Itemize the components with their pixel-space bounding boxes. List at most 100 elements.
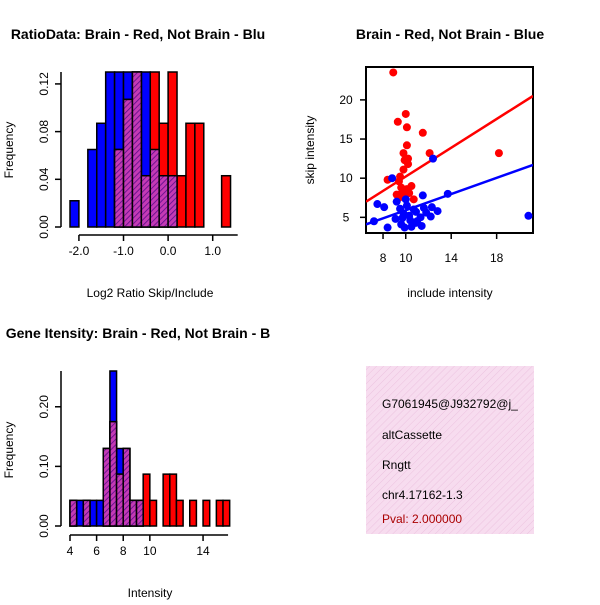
intensity-histogram-bar-brain — [142, 473, 151, 527]
scatter-point-brain — [404, 160, 413, 169]
scatter-point-brain — [399, 165, 408, 174]
intensity-histogram-bar-overlap — [102, 447, 111, 527]
scatter-x-tick-label: 8 — [380, 251, 387, 265]
ratio-histogram-bar-brain — [176, 174, 187, 228]
ratio-histogram-title: RatioData: Brain - Red, Not Brain - Blu — [11, 26, 265, 42]
scatter-axes: 8 10 14 18 5 10 15 20 — [339, 93, 503, 265]
intensity-histogram-x-tick-label: 14 — [196, 544, 210, 558]
info-gene-name: Rngtt — [382, 458, 411, 472]
intensity-histogram-bar-overlap — [69, 499, 78, 527]
info-panel: G7061945@J932792@j_ altCassette Rngtt ch… — [366, 366, 534, 534]
scatter-point-notbrain — [416, 213, 425, 222]
ratio-histogram-xlabel: Log2 Ratio Skip/Include — [87, 286, 214, 300]
intensity-histogram-axes: 4 6 8 10 14 0.00 0.10 0.20 — [37, 371, 229, 558]
ratio-histogram-x-tick-label: 0.0 — [160, 244, 177, 258]
scatter-frame — [365, 66, 534, 234]
intensity-histogram-x-tick-label: 4 — [67, 544, 74, 558]
scatter-points — [369, 68, 533, 232]
intensity-histogram-bar-notbrain — [75, 499, 85, 527]
scatter-point-notbrain — [426, 212, 435, 221]
scatter-point-notbrain — [429, 154, 438, 163]
intensity-histogram-y-tick-label: 0.00 — [37, 514, 51, 538]
ratio-histogram-ylabel: Frequency — [2, 122, 16, 179]
intensity-histogram-bar-brain — [215, 499, 224, 527]
ratio-histogram: RatioData: Brain - Red, Not Brain - Blu … — [2, 26, 265, 300]
scatter-point-brain — [402, 141, 411, 150]
intensity-histogram-ylabel: Frequency — [2, 422, 16, 479]
ratio-histogram-bar-overlap — [113, 148, 125, 228]
intensity-histogram-x-tick-label: 10 — [143, 544, 157, 558]
info-transcript-id: G7061945@J932792@j_ — [382, 397, 518, 411]
fit-line-brain — [366, 94, 533, 203]
ratio-histogram-y-tick-label: 0.08 — [37, 120, 51, 144]
ratio-histogram-bar-notbrain — [96, 122, 107, 228]
scatter-point-notbrain — [391, 214, 400, 223]
scatter-x-tick-label: 10 — [399, 251, 413, 265]
scatter-point-brain — [393, 117, 402, 126]
scatter-fit-lines — [366, 94, 533, 226]
ratio-histogram-axes: -2.0 -1.0 0.0 1.0 0.00 0.04 0.08 0.12 — [37, 72, 238, 258]
scatter-point-brain — [394, 177, 403, 186]
scatter-point-notbrain — [380, 203, 389, 212]
info-location: chr4.17162-1.3 — [382, 488, 463, 502]
scatter-point-notbrain — [392, 197, 401, 206]
scatter-y-tick-label: 10 — [339, 171, 353, 185]
ratio-histogram-x-tick-label: -2.0 — [69, 244, 90, 258]
scatter-y-tick-label: 20 — [339, 93, 353, 107]
intensity-histogram-x-tick-label: 8 — [120, 544, 127, 558]
ratio-histogram-bar-notbrain — [87, 148, 98, 228]
intensity-histogram-xlabel: Intensity — [128, 586, 173, 600]
scatter-point-brain — [494, 149, 503, 158]
ratio-histogram-bar-brain — [185, 122, 196, 228]
intensity-histogram-bar-overlap — [109, 420, 118, 527]
intensity-histogram-bar-notbrain — [95, 499, 105, 527]
scatter-plot: Brain - Red, Not Brain - Blue 8 10 14 18 5 10… — [303, 26, 544, 300]
scatter-point-notbrain — [383, 223, 392, 232]
scatter-point-notbrain — [401, 195, 410, 204]
scatter-point-notbrain — [373, 200, 382, 209]
scatter-point-brain — [399, 149, 408, 158]
scatter-point-notbrain — [402, 201, 411, 210]
ratio-histogram-bar-notbrain — [69, 200, 80, 228]
intensity-histogram-x-tick-label: 6 — [93, 544, 100, 558]
scatter-point-notbrain — [400, 223, 409, 232]
scatter-point-notbrain — [443, 189, 452, 198]
scatter-point-notbrain — [427, 203, 436, 212]
intensity-histogram-y-tick-label: 0.20 — [37, 395, 51, 419]
ratio-histogram-bar-overlap — [167, 174, 178, 228]
scatter-title: Brain - Red, Not Brain - Blue — [356, 26, 544, 42]
ratio-histogram-bar-notbrain — [104, 71, 116, 228]
ratio-histogram-bar-overlap — [140, 174, 152, 228]
scatter-point-brain — [409, 195, 418, 204]
info-pvalue: Pval: 2.000000 — [382, 512, 462, 526]
scatter-point-notbrain — [524, 211, 533, 220]
intensity-histogram-bar-overlap — [129, 499, 138, 527]
intensity-histogram-bar-overlap — [115, 473, 124, 527]
scatter-point-brain — [402, 123, 411, 132]
scatter-point-notbrain — [398, 214, 407, 223]
scatter-y-tick-label: 5 — [343, 210, 350, 224]
intensity-histogram: Gene Itensity: Brain - Red, Not Brain - … — [2, 325, 270, 600]
scatter-point-notbrain — [411, 207, 420, 216]
ratio-histogram-bar-overlap — [131, 71, 143, 228]
scatter-x-tick-label: 14 — [445, 251, 459, 265]
ratio-histogram-x-tick-label: -1.0 — [113, 244, 134, 258]
scatter-y-tick-label: 15 — [339, 132, 353, 146]
intensity-histogram-bar-brain — [175, 499, 184, 527]
scatter-point-notbrain — [433, 207, 442, 216]
ratio-histogram-y-tick-label: 0.00 — [37, 215, 51, 239]
scatter-point-brain — [389, 68, 398, 77]
info-event-type: altCassette — [382, 428, 442, 442]
intensity-histogram-bar-brain — [189, 499, 198, 527]
intensity-histogram-bar-brain — [162, 473, 171, 527]
intensity-histogram-bar-brain — [222, 499, 231, 527]
ratio-histogram-bar-overlap — [149, 148, 160, 228]
scatter-point-brain — [401, 109, 410, 118]
scatter-point-notbrain — [388, 174, 397, 183]
intensity-histogram-bar-overlap — [122, 447, 131, 527]
ratio-histogram-y-tick-label: 0.04 — [37, 167, 51, 191]
ratio-histogram-bar-overlap — [122, 98, 134, 228]
scatter-ylabel: skip intensity — [303, 116, 317, 185]
scatter-point-brain — [418, 128, 427, 137]
scatter-point-notbrain — [369, 217, 378, 226]
